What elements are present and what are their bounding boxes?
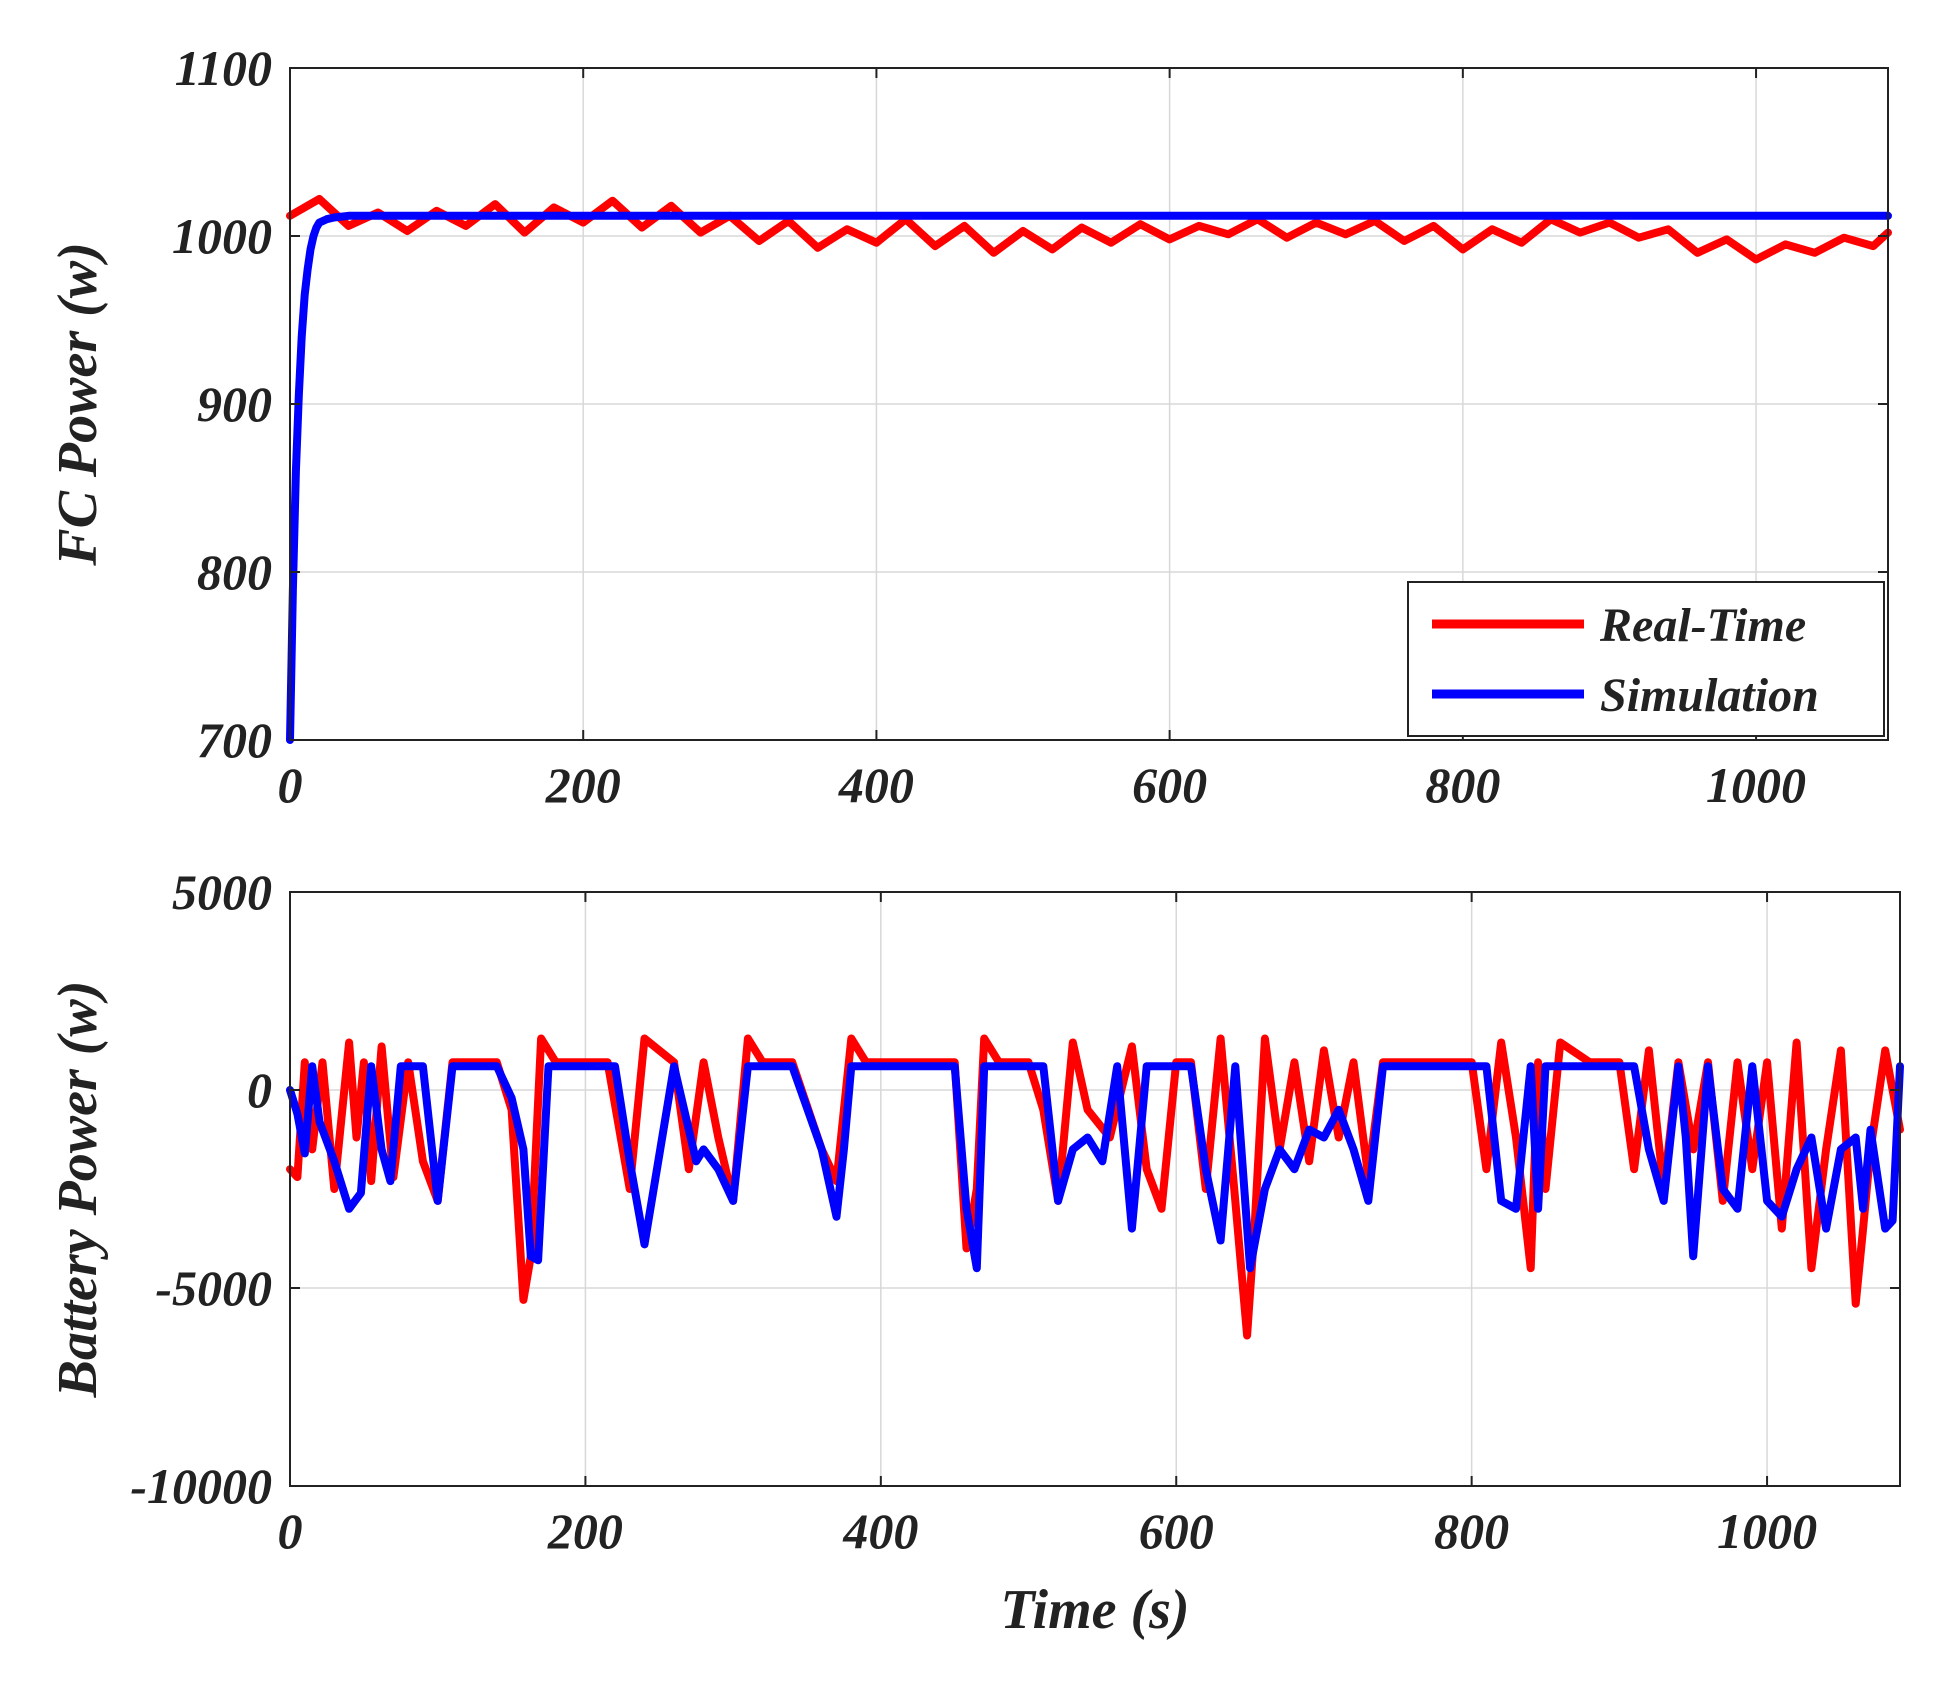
x-tick-label: 800: [1425, 757, 1500, 813]
x-tick-label: 400: [838, 757, 914, 813]
battery-power-panel: 0 200 400 600 800 1000 -10000 -5000 0 5000 Batter…: [47, 864, 1904, 1641]
series-line-simulation: [286, 211, 1892, 744]
fc-power-ticks: 0 200 400 600 800 1000 700 800 900 1000 1100: [172, 40, 1888, 813]
series-line-real-time: [286, 195, 1892, 264]
time-x-axis-label: Time (s): [1000, 1579, 1189, 1641]
battery-power-y-axis-label: Battery Power (w): [47, 981, 109, 1399]
y-tick-label: 700: [197, 712, 272, 768]
x-tick-label: 200: [545, 757, 621, 813]
y-tick-label: 1000: [172, 208, 272, 264]
x-tick-label: 600: [1132, 757, 1207, 813]
x-tick-label: 600: [1139, 1503, 1214, 1559]
series-line-simulation: [286, 1062, 1904, 1273]
fc-power-series: [286, 195, 1892, 744]
y-tick-label: -5000: [155, 1260, 272, 1316]
y-tick-label: -10000: [130, 1458, 272, 1514]
x-tick-label: 1000: [1717, 1503, 1817, 1559]
x-tick-label: 200: [547, 1503, 623, 1559]
legend: Real-Time Simulation: [1407, 581, 1885, 737]
x-tick-label: 800: [1434, 1503, 1509, 1559]
legend-box: [1407, 581, 1885, 737]
x-tick-label: 400: [842, 1503, 918, 1559]
legend-label-simulation: Simulation: [1600, 669, 1819, 722]
y-tick-label: 0: [247, 1062, 272, 1118]
battery-power-series: [286, 1034, 1904, 1340]
fc-power-y-axis-label: FC Power (w): [47, 242, 109, 567]
x-tick-label: 0: [278, 1503, 303, 1559]
y-tick-label: 900: [197, 376, 272, 432]
x-tick-label: 1000: [1706, 757, 1806, 813]
x-tick-label: 0: [278, 757, 303, 813]
y-tick-label: 800: [197, 544, 272, 600]
fc-power-panel: 0 200 400 600 800 1000 700 800 900 1000 1100 FC Po…: [47, 40, 1892, 813]
y-tick-label: 5000: [172, 864, 272, 920]
legend-label-real-time: Real-Time: [1599, 599, 1806, 652]
y-tick-label: 1100: [175, 40, 272, 96]
battery-power-ticks: 0 200 400 600 800 1000 -10000 -5000 0 5000: [130, 864, 1900, 1559]
battery-power-axes-frame: [289, 891, 1901, 1487]
